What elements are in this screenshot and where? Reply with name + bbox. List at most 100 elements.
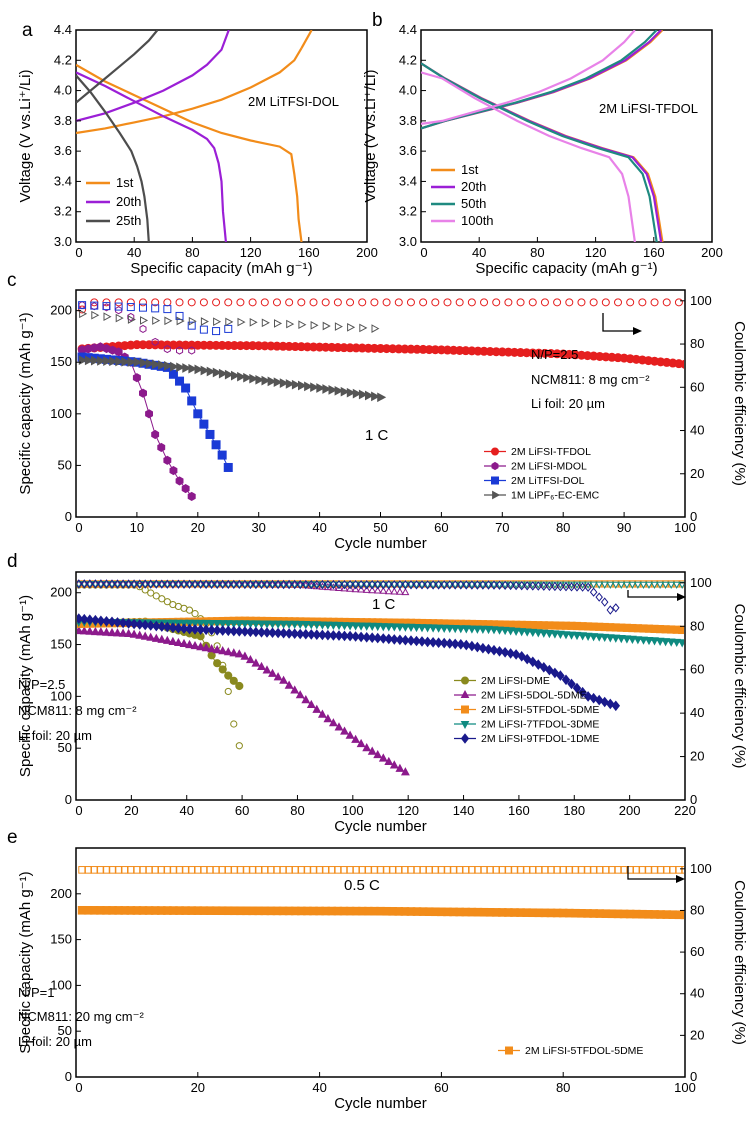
x-tick-label: 90 <box>617 520 631 535</box>
ce-point-e-0 <box>224 866 233 874</box>
capacity-point-d-4 <box>417 636 427 647</box>
condition-note: N/P=1 <box>18 985 55 1000</box>
capacity-point-d-4 <box>356 631 366 643</box>
capacity-point-c-3 <box>97 356 107 366</box>
curve-100th-charge <box>421 30 636 125</box>
ce-point-c-0 <box>187 298 196 307</box>
ce-point-d-4 <box>357 579 365 590</box>
ce-point-c-3 <box>115 313 124 323</box>
capacity-point-d-3 <box>467 625 477 634</box>
ce-point-e-0 <box>547 866 555 874</box>
ce-point-d-1 <box>141 579 150 587</box>
ce-point-d-1 <box>91 579 100 587</box>
ce-point-d-3 <box>91 581 100 589</box>
ce-point-d-4 <box>523 581 531 591</box>
ce-point-d-0 <box>235 742 243 750</box>
x-tick-label: 160 <box>643 245 665 260</box>
capacity-point-d-3 <box>234 620 244 629</box>
curve-20th-discharge <box>76 71 227 242</box>
capacity-point-d-3 <box>207 620 217 629</box>
ce-point-c-3 <box>249 317 258 327</box>
capacity-point-d-4 <box>556 670 565 681</box>
capacity-point-d-0 <box>229 676 238 685</box>
ce-point-e-0 <box>504 866 513 874</box>
ce-point-d-3 <box>351 581 360 589</box>
capacity-point-c-2 <box>205 429 215 439</box>
capacity-point-d-4 <box>146 620 155 631</box>
ce-point-c-0 <box>553 298 562 307</box>
capacity-point-d-3 <box>334 621 344 631</box>
capacity-point-d-4 <box>163 621 172 633</box>
ce-point-e-0 <box>291 866 300 874</box>
ce-point-d-4 <box>429 580 437 590</box>
capacity-point-c-2 <box>223 462 233 472</box>
capacity-point-d-1 <box>295 690 305 699</box>
capacity-point-d-4 <box>251 626 261 638</box>
ce-point-c-0 <box>406 298 415 307</box>
capacity-point-d-3 <box>356 622 366 631</box>
ce-point-d-4 <box>124 579 133 589</box>
panel-label-c: c <box>7 270 17 291</box>
capacity-point-c-3 <box>170 361 180 372</box>
ce-point-d-1 <box>96 579 105 587</box>
capacity-point-d-3 <box>434 624 444 633</box>
ce-point-d-4 <box>457 580 465 590</box>
ce-point-d-1 <box>384 586 393 595</box>
ce-point-d-4 <box>379 580 388 590</box>
legend-marker <box>460 689 470 698</box>
y-tick-label: 3.2 <box>399 204 417 219</box>
ce-point-c-0 <box>285 298 294 307</box>
ce-point-d-1 <box>351 584 360 593</box>
capacity-point-c-1 <box>108 345 117 355</box>
ce-point-d-3 <box>650 581 659 589</box>
capacity-point-c-3 <box>158 360 167 370</box>
capacity-point-d-3 <box>500 626 510 636</box>
capacity-point-d-4 <box>340 630 349 642</box>
ce-point-e-0 <box>626 866 634 874</box>
y-tick-label: 100 <box>50 977 72 992</box>
capacity-point-c-3 <box>352 388 362 399</box>
capacity-point-d-4 <box>96 615 106 627</box>
capacity-point-d-4 <box>589 692 598 704</box>
ce-point-d-4 <box>97 579 105 589</box>
ce-point-d-1 <box>390 587 399 595</box>
ce-point-c-2 <box>212 327 221 336</box>
panel-label-d: d <box>7 551 18 572</box>
ce-point-d-0 <box>147 589 155 597</box>
ce-point-c-0 <box>138 298 147 307</box>
ce-point-c-2 <box>163 305 172 314</box>
ce-point-d-1 <box>80 579 89 587</box>
y-axis-label: Voltage (V vs.Li⁺/Li) <box>17 70 34 203</box>
capacity-point-d-3 <box>506 627 516 636</box>
x-tick-label: 40 <box>127 245 141 260</box>
capacity-point-c-1 <box>96 342 105 352</box>
panel-a-electrolyte-label: 2M LiTFSI-DOL <box>248 94 339 109</box>
capacity-point-d-4 <box>140 619 150 631</box>
ce-point-d-4 <box>562 581 570 592</box>
ce-point-d-4 <box>412 580 421 590</box>
capacity-point-d-4 <box>500 646 510 658</box>
ce-point-e-0 <box>669 866 677 874</box>
capacity-point-d-1 <box>362 742 372 752</box>
ce-point-e-0 <box>644 866 653 874</box>
ce-point-e-0 <box>407 866 415 874</box>
legend-marker <box>461 705 469 714</box>
x-tick-label: 40 <box>312 520 326 535</box>
ce-point-e-0 <box>553 866 561 874</box>
panel-b-electrolyte-label: 2M LiFSI-TFDOL <box>599 101 698 116</box>
ce-point-c-0 <box>358 298 367 307</box>
capacity-point-d-4 <box>401 634 410 646</box>
ce-point-c-0 <box>565 298 574 307</box>
ce-point-d-4 <box>91 579 100 589</box>
capacity-point-d-4 <box>334 630 344 641</box>
capacity-point-d-1 <box>212 645 222 654</box>
ce-point-c-0 <box>504 298 513 307</box>
ce-point-d-4 <box>595 592 603 602</box>
capacity-point-d-3 <box>561 631 571 640</box>
ce-point-d-3 <box>312 581 321 589</box>
capacity-point-d-1 <box>257 661 266 670</box>
ce-point-d-4 <box>302 579 310 590</box>
ce-point-e-0 <box>212 866 220 874</box>
ce-point-c-0 <box>236 298 245 307</box>
ce-point-d-3 <box>622 581 631 589</box>
